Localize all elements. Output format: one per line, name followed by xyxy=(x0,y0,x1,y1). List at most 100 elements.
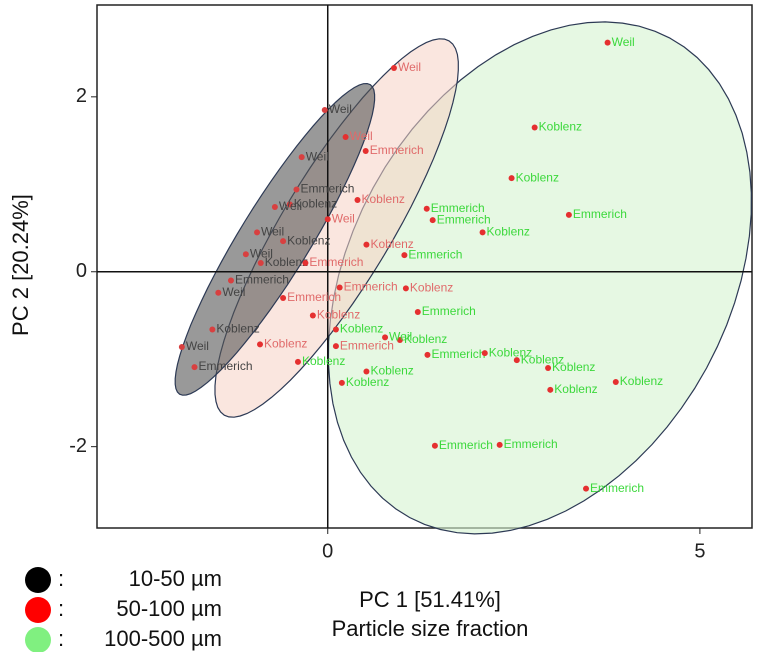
point xyxy=(227,277,234,284)
point-label: Koblenz xyxy=(264,337,307,351)
point xyxy=(401,252,408,259)
point xyxy=(191,364,198,371)
legend-swatch xyxy=(25,567,51,593)
point-label: Emmerich xyxy=(309,255,363,269)
point-label: Emmerich xyxy=(439,438,493,452)
point xyxy=(363,241,370,248)
point-label: Weil xyxy=(279,199,302,213)
point xyxy=(545,364,552,371)
point-label: Emmerich xyxy=(370,143,424,157)
point-label: Emmerich xyxy=(431,347,485,361)
point xyxy=(257,260,264,267)
point-label: Koblenz xyxy=(265,255,308,269)
point-label: Koblenz xyxy=(294,197,337,211)
point xyxy=(481,350,488,357)
point xyxy=(508,175,515,182)
point-label: Weil xyxy=(329,102,352,116)
point xyxy=(332,326,339,333)
point xyxy=(424,351,431,358)
point xyxy=(547,386,554,393)
point xyxy=(496,441,503,448)
point xyxy=(242,251,249,258)
point xyxy=(332,343,339,350)
point-label: Koblenz xyxy=(287,233,330,247)
plot-frame xyxy=(96,4,753,529)
y-axis-label: PC 2 [20.24%] xyxy=(8,194,33,336)
point xyxy=(209,326,216,333)
x-tick-label: 5 xyxy=(694,540,705,562)
point xyxy=(215,289,222,296)
point xyxy=(280,294,287,301)
x-axis-label: PC 1 [51.41%] xyxy=(359,587,501,612)
point xyxy=(294,358,301,365)
point xyxy=(293,186,300,193)
legend-separator: : xyxy=(58,596,64,621)
point xyxy=(362,148,369,155)
point-label: Emmerich xyxy=(340,338,394,352)
point-label: Weil xyxy=(398,60,421,74)
point xyxy=(254,229,261,236)
point-label: Koblenz xyxy=(552,360,595,374)
legend-swatch xyxy=(25,597,51,623)
point xyxy=(257,341,264,348)
point-label: Emmerich xyxy=(235,273,289,287)
point-label: Koblenz xyxy=(362,192,405,206)
point-label: Emmerich xyxy=(504,437,558,451)
point xyxy=(604,39,611,46)
point-label: Emmerich xyxy=(344,280,398,294)
x-tick-label: 0 xyxy=(322,540,333,562)
legend-label: 10-50 µm xyxy=(129,566,222,591)
point-label: Koblenz xyxy=(370,237,413,251)
legend-swatch xyxy=(25,627,51,652)
point xyxy=(286,201,293,208)
point-label: Emmerich xyxy=(573,207,627,221)
legend-label: 50-100 µm xyxy=(116,596,222,621)
point-label: Koblenz xyxy=(410,281,453,295)
point-label: Weil xyxy=(350,129,373,143)
point xyxy=(298,154,305,161)
point xyxy=(531,124,538,131)
point-label: Koblenz xyxy=(489,345,532,359)
point-label: Weil xyxy=(222,285,245,299)
point xyxy=(178,343,185,350)
point xyxy=(423,205,430,212)
y-tick-label: -2 xyxy=(69,435,87,457)
point-label: Emmerich xyxy=(199,359,253,373)
point-label: Emmerich xyxy=(431,201,485,215)
point xyxy=(402,285,409,292)
point-label: Weil xyxy=(332,211,355,225)
point-label: Koblenz xyxy=(516,170,559,184)
point xyxy=(354,197,361,204)
y-tick-label: 0 xyxy=(76,260,87,282)
point-label: Emmerich xyxy=(437,212,491,226)
point xyxy=(513,357,520,364)
point-label: Weil xyxy=(306,149,329,163)
point xyxy=(414,308,421,315)
point-label: Koblenz xyxy=(317,308,360,322)
point-label: Weil xyxy=(612,35,635,49)
point-label: Koblenz xyxy=(340,322,383,336)
point-label: Koblenz xyxy=(554,382,597,396)
point xyxy=(390,64,397,71)
point-label: Koblenz xyxy=(346,375,389,389)
point xyxy=(321,106,328,113)
point-label: Koblenz xyxy=(487,225,530,239)
point xyxy=(583,485,590,492)
point xyxy=(565,211,572,218)
point xyxy=(382,334,389,341)
point xyxy=(396,336,403,343)
point xyxy=(479,229,486,236)
point-label: Koblenz xyxy=(302,354,345,368)
point-label: Emmerich xyxy=(300,182,354,196)
confidence-ellipse xyxy=(174,82,376,396)
point xyxy=(431,442,438,449)
point xyxy=(309,312,316,319)
point-label: Weil xyxy=(261,225,284,239)
point-label: Emmerich xyxy=(422,304,476,318)
legend-separator: : xyxy=(58,626,64,651)
legend-separator: : xyxy=(58,566,64,591)
point-label: Koblenz xyxy=(620,374,663,388)
y-tick-label: 2 xyxy=(76,85,87,107)
point-label: Koblenz xyxy=(404,332,447,346)
point-label: Koblenz xyxy=(521,352,564,366)
